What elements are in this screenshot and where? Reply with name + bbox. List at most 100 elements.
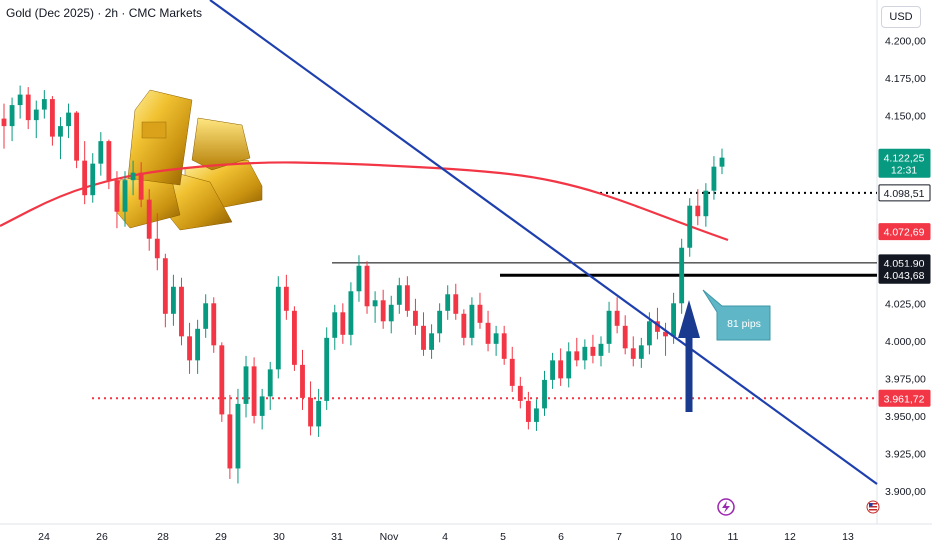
y-tick-label: 4.200,00 [885,36,926,48]
candle [17,94,23,106]
x-tick-label: 11 [728,531,739,543]
x-tick-label: 12 [784,531,796,543]
x-tick-label: 4 [442,531,448,543]
candle [106,141,112,181]
candle [590,346,596,356]
candle [243,366,249,404]
y-tick-label: 3.975,00 [885,373,926,385]
candle [170,286,176,314]
candle [227,414,233,469]
candles [1,85,725,484]
candle [130,172,136,181]
candle [146,199,152,239]
candle [388,304,394,322]
candle [348,291,354,335]
price-tag: 4.072,69 [878,223,931,241]
candle [421,325,426,350]
candle [501,333,507,359]
candle [646,321,652,346]
candle [114,180,120,212]
candle [219,345,225,415]
candle [469,304,475,338]
pips-label: 81 pips [727,318,761,330]
candle [485,322,491,344]
candle [445,294,451,311]
y-tick-label: 3.925,00 [885,448,926,460]
candle [283,286,289,311]
candle [542,379,547,409]
x-tick-label: 7 [616,531,622,543]
candle [316,400,322,427]
price-tag: 3.961,72 [878,389,931,407]
candle [695,205,701,217]
candle [663,331,668,337]
price-tag: 4.043,68 [878,266,931,284]
candle [122,180,128,212]
time-axis[interactable]: 24 26 28 29 30 31 Nov 4 5 6 7 10 11 12 13 [38,531,854,543]
candle [203,303,209,329]
candle [558,360,564,379]
x-tick-label: 28 [157,531,169,543]
candle [493,333,499,344]
candle [82,160,88,196]
candle [711,166,717,191]
candle [1,118,7,127]
x-tick-label: 31 [331,531,343,543]
candle [703,190,709,217]
candle [9,105,15,127]
candle [525,400,531,422]
candle [364,265,370,307]
x-tick-label: 6 [558,531,564,543]
candle [154,238,160,259]
candle [211,303,217,346]
y-tick-label: 4.025,00 [885,298,926,310]
candle [267,369,273,397]
candle [275,286,281,370]
candle [477,304,483,323]
candle [719,157,725,167]
candle [517,385,523,401]
price-tag-label: 4.072,69 [884,227,925,239]
flag-icon[interactable] [866,500,880,514]
price-tag-label: 4.043,68 [884,270,925,282]
candle [679,247,685,304]
currency-selector[interactable]: USD [881,6,921,28]
price-tag-label: 12:31 [891,164,917,176]
candle [509,358,515,386]
candle [162,258,168,314]
candle [251,366,257,416]
candle [138,172,144,200]
candle [74,112,80,161]
candle [630,348,636,359]
x-tick-label: 24 [38,531,50,543]
y-tick-label: 4.000,00 [885,336,926,348]
candle [598,343,604,356]
candle [404,285,410,311]
candle [396,285,402,305]
candle [687,205,693,248]
price-tag-label: 3.961,72 [884,393,925,405]
candle [259,396,265,416]
price-tag: 4.098,51 [878,184,931,202]
up-arrow [678,300,700,412]
x-tick-label: 5 [500,531,506,543]
candle [33,109,39,121]
candle [324,337,330,401]
trendline[interactable] [209,0,878,485]
candle [550,360,556,380]
candle [195,328,201,361]
x-tick-label: 30 [273,531,285,543]
candle [437,310,443,334]
candle [90,163,96,196]
price-tag-label: 4.098,51 [884,188,925,200]
candle [356,265,362,292]
candle [66,112,71,127]
candle [300,364,305,398]
candle [671,303,677,337]
pips-callout: 81 pips [702,289,771,341]
moving-average-line [0,161,729,242]
candle [58,126,63,137]
lightning-icon[interactable] [717,498,735,516]
